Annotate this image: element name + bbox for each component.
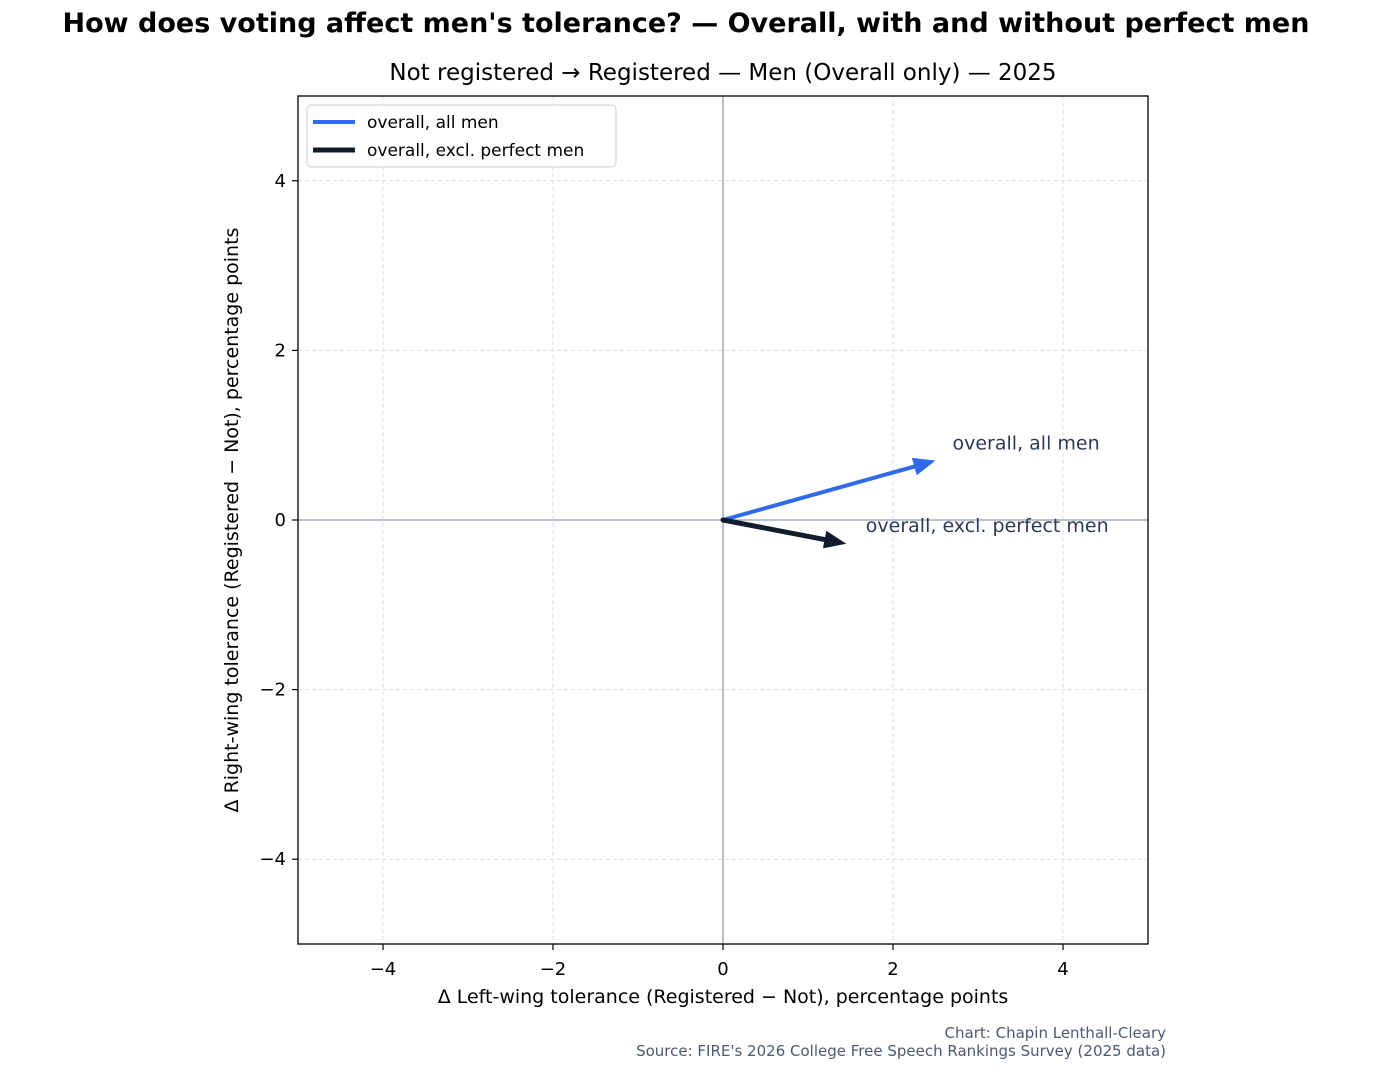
y-tick-label: 4 [275,171,286,192]
x-axis-label: Δ Left-wing tolerance (Registered − Not)… [437,986,1009,1008]
figure-suptitle: How does voting affect men's tolerance? … [62,8,1310,39]
arrow-head [822,530,847,549]
arrow-annotation: overall, all men [953,433,1100,455]
source-credit: Source: FIRE's 2026 College Free Speech … [636,1042,1166,1060]
arrow-shaft [721,464,917,522]
arrow-1 [721,457,936,522]
y-tick-label: −2 [259,680,286,701]
arrow-annotations: overall, all men overall, excl. perfect m… [866,433,1109,537]
arrow-shaft [720,517,828,543]
arrow-annotation: overall, excl. perfect men [866,515,1109,537]
x-tick-label: 2 [887,959,898,980]
legend-box [306,104,617,168]
x-tick-label: 0 [717,959,728,980]
legend-label: overall, all men [367,113,499,133]
arrow-head [911,457,936,476]
y-tick-label: 0 [275,510,286,531]
chart-credit: Chart: Chapin Lenthall-Cleary [944,1024,1166,1042]
legend-label: overall, excl. perfect men [367,141,584,161]
x-tick-label: 4 [1057,959,1068,980]
chart-title: Not registered → Registered — Men (Overa… [389,60,1057,86]
legend: overall, all men overall, excl. perfect m… [306,104,617,168]
plot-frame [297,95,1149,945]
axis-ticks: −4 −2 0 2 4 −4 −2 0 2 4 [259,171,1068,980]
y-axis-label: Δ Right-wing tolerance (Registered − Not… [221,227,243,813]
y-tick-label: 2 [275,340,286,361]
y-tick-label: −4 [259,849,286,870]
x-tick-label: −4 [370,959,397,980]
arrow-series [720,457,936,549]
x-tick-label: −2 [540,959,567,980]
arrow-2 [720,517,847,549]
